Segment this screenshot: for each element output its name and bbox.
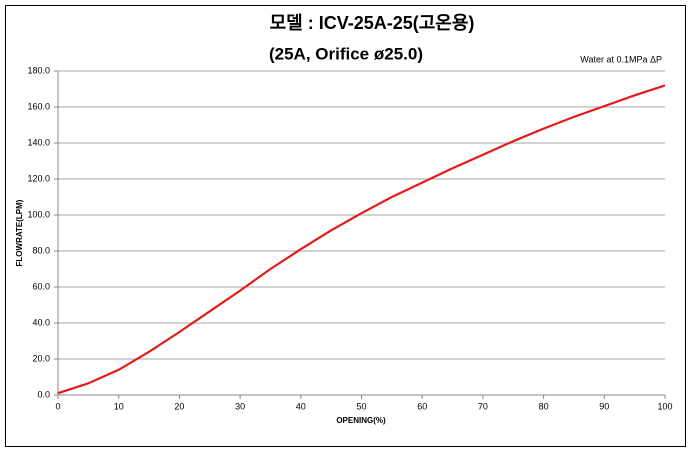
x-tick-label: 30 xyxy=(235,401,245,411)
x-tick-label: 60 xyxy=(417,401,427,411)
x-tick-label: 20 xyxy=(174,401,184,411)
y-tick-label: 0.0 xyxy=(37,389,50,399)
x-tick-label: 0 xyxy=(55,401,60,411)
chart-title: 모델 : ICV-25A-25(고온용) xyxy=(270,13,475,33)
line-series xyxy=(57,84,666,395)
y-tick-label: 180.0 xyxy=(27,65,50,75)
y-tick-label: 100.0 xyxy=(27,209,50,219)
y-tick-label: 80.0 xyxy=(32,245,50,255)
chart-subtitle: (25A, Orifice ø25.0) xyxy=(269,44,423,63)
y-tick-label: 20.0 xyxy=(32,353,50,363)
frame xyxy=(5,5,686,447)
x-tick-label: 10 xyxy=(114,401,124,411)
y-tick-label: 120.0 xyxy=(27,173,50,183)
x-tick-label: 40 xyxy=(296,401,306,411)
y-tick-label: 60.0 xyxy=(32,281,50,291)
x-tick-label: 70 xyxy=(478,401,488,411)
y-tick-label: 40.0 xyxy=(32,317,50,327)
x-tick-label: 80 xyxy=(539,401,549,411)
x-tick-label: 100 xyxy=(657,401,672,411)
annotation: Water at 0.1MPa ΔP xyxy=(580,54,662,64)
y-tick-label: 140.0 xyxy=(27,137,50,147)
y-axis-label: FLOWRATE(LPM) xyxy=(15,199,24,266)
y-tick-label: 160.0 xyxy=(27,101,50,111)
x-tick-label: 90 xyxy=(599,401,609,411)
x-tick-label: 50 xyxy=(356,401,366,411)
x-axis-label: OPENING(%) xyxy=(336,416,386,425)
